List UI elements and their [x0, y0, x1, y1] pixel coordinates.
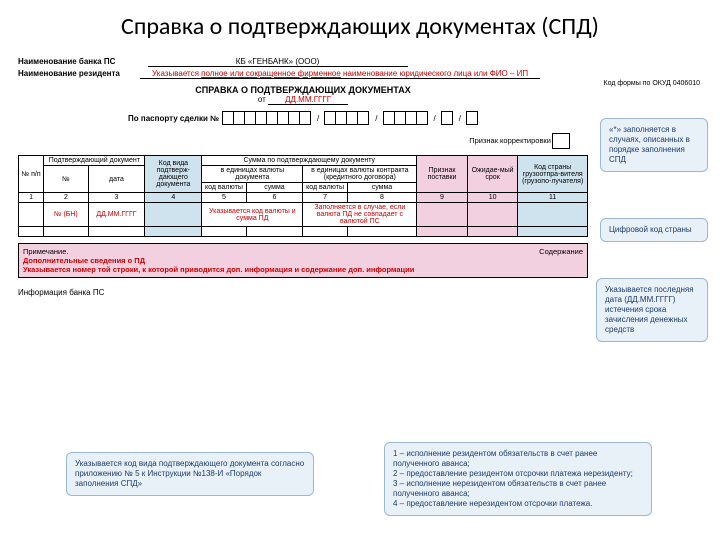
notes-box: Примечание. Содержание Дополнительные св… — [18, 243, 588, 278]
hint-row: № (БН) ДД.ММ.ГГГГ Указывается код валюты… — [19, 203, 588, 227]
bank-info-line: Информация банка ПС — [18, 288, 588, 297]
callout-country-code: Цифровой код страны — [600, 218, 708, 242]
empty-row — [19, 227, 588, 237]
resident-label: Наименование резидента Указывается полно… — [18, 69, 588, 79]
main-table: № п/п Подтверждающий документ Код вида п… — [18, 155, 588, 237]
callout-doc-code: Указывается код вида подтверждающего док… — [66, 452, 314, 496]
page-title: Справка о подтверждающих документах (СПД… — [18, 12, 702, 41]
callout-last-date: Указывается последняя дата (ДД.ММ.ГГГГ) … — [596, 278, 708, 342]
callout-delivery-codes: 1 – исполнение резидентом обязательств в… — [384, 442, 652, 516]
bank-value: КБ «ГЕНБАНК» (ООО) — [148, 57, 408, 67]
correction-row: Признак корректировки — [18, 133, 570, 149]
callout-asterisk: «*» заполняется в случаях, описанных в п… — [600, 118, 708, 172]
number-row: 123 456 78 910 11 — [19, 193, 588, 203]
resident-hint: Указывается полное или сокращенное фирме… — [152, 69, 528, 78]
doc-date-row: от ДД.ММ.ГГГГ — [18, 95, 588, 105]
form-code: Код формы по ОКУД 0406010 — [604, 80, 700, 87]
bank-label: Наименование банка ПС КБ «ГЕНБАНК» (ООО) — [18, 57, 588, 67]
doc-heading: СПРАВКА О ПОДТВЕРЖДАЮЩИХ ДОКУМЕНТАХ — [18, 85, 588, 95]
passport-row: По паспорту сделки № / / / / — [18, 111, 588, 125]
